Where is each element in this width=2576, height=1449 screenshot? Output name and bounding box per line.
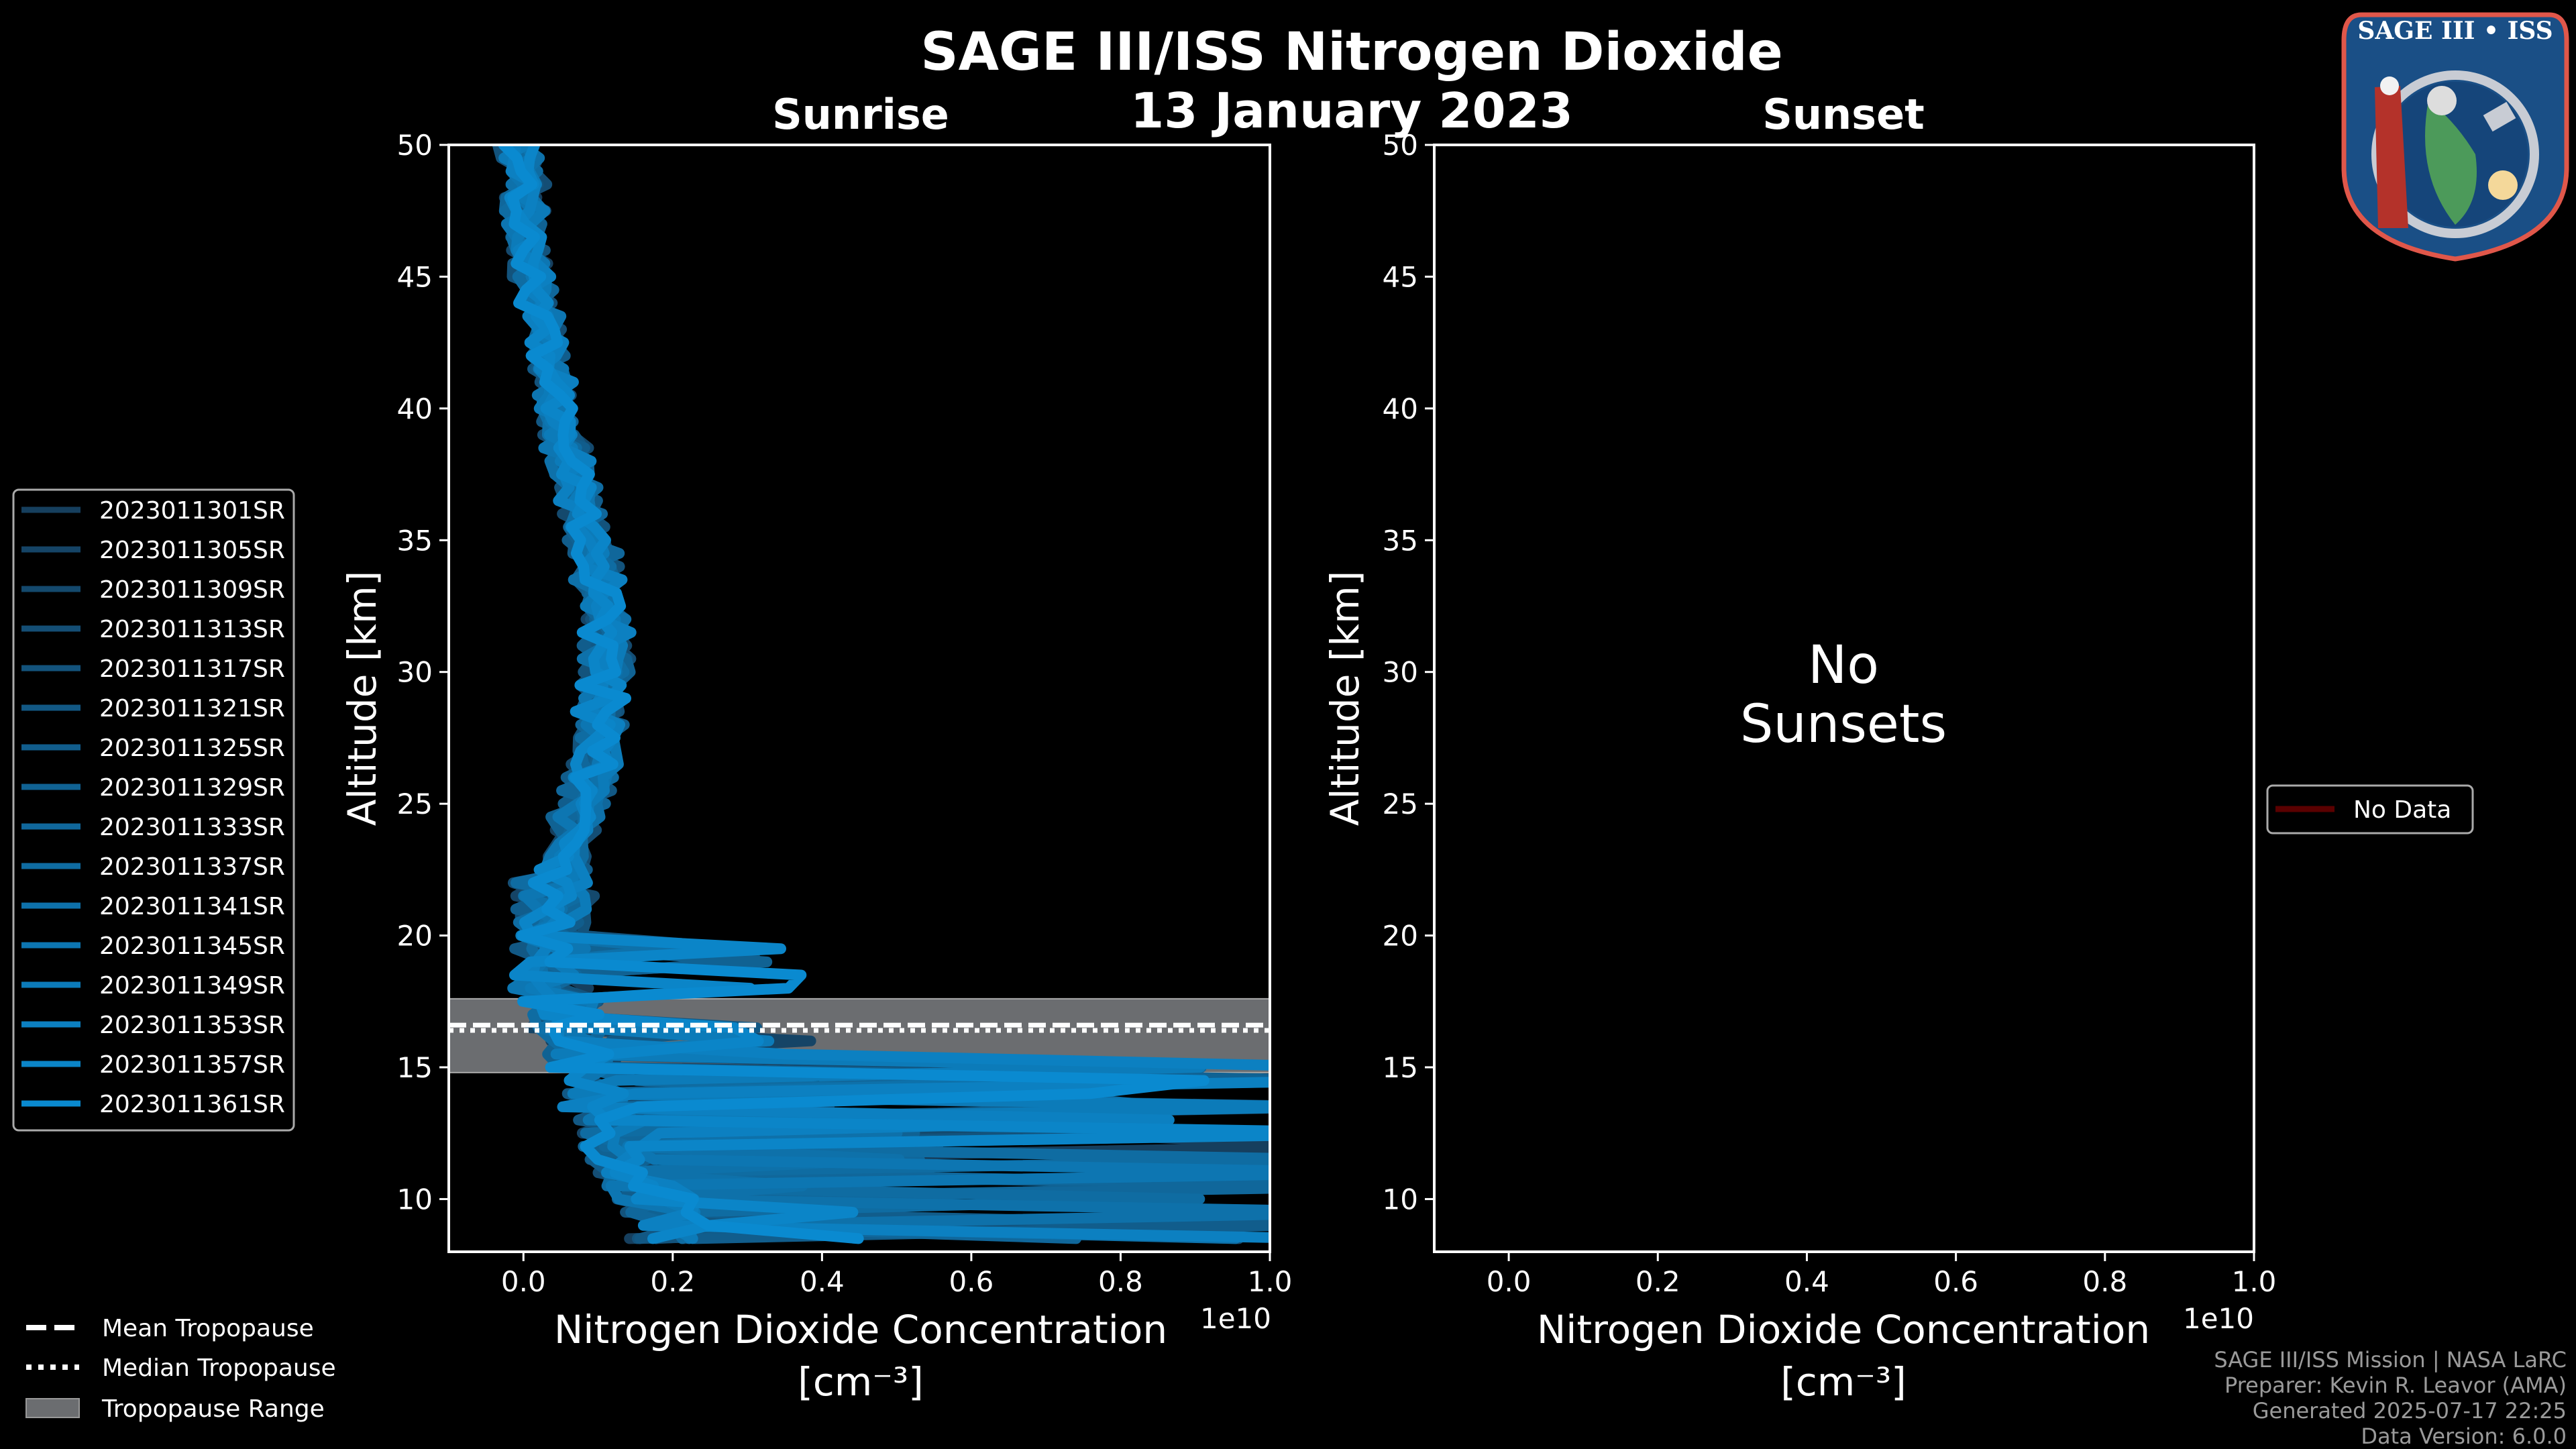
sunrise-x-tick-label: 0.6 xyxy=(949,1265,994,1298)
mean-tropopause-label: Mean Tropopause xyxy=(102,1315,314,1342)
profile-line-2023011361SR xyxy=(498,145,1210,1244)
sunset-x-tick-label: 1.0 xyxy=(2232,1265,2277,1298)
sunrise-axes-frame xyxy=(447,144,1271,1253)
sunset-y-tick-label: 40 xyxy=(1383,392,1418,425)
sunset-y-axis-label: Altitude [km] xyxy=(1322,571,1368,826)
sunrise-x-axis-unit: [cm⁻³] xyxy=(798,1359,924,1405)
sunset-x-tick-label: 0.8 xyxy=(2082,1265,2127,1298)
sunset-y-tick-label: 20 xyxy=(1383,920,1418,953)
sunset-x-tick-label: 0.0 xyxy=(1487,1265,1532,1298)
sunrise-y-tick-label: 20 xyxy=(397,920,433,953)
sunset-y-tick-label: 30 xyxy=(1383,656,1418,689)
sunrise-plot: 0.0 0.2 0.4 0.6 0.8 1.0 10 15 20 25 30 35 40 45 50 Alt… xyxy=(339,129,1293,1405)
no-data-label: No Data xyxy=(2353,796,2451,824)
sunset-ticks: 0.0 0.2 0.4 0.6 0.8 1.0 10 15 20 25 30 35 40 45 50 xyxy=(1383,129,2277,1298)
sunrise-x-tick-label: 0.8 xyxy=(1098,1265,1143,1298)
legend-item-label: 2023011337SR xyxy=(99,853,285,881)
sage-iii-iss-logo: SAGE III • ISS xyxy=(2341,12,2569,262)
tropopause-lines xyxy=(449,1022,1270,1033)
legend-item-label: 2023011309SR xyxy=(99,576,285,604)
no-sunsets-annotation-line2: Sunsets xyxy=(1740,694,1947,755)
legend-item-label: 2023011317SR xyxy=(99,655,285,683)
sunrise-y-tick-label: 50 xyxy=(397,129,433,162)
sunset-y-tick-label: 25 xyxy=(1383,788,1418,820)
legend-item-label: 2023011353SR xyxy=(99,1012,285,1039)
sunset-x-tick-label: 0.6 xyxy=(1933,1265,1978,1298)
sunrise-y-tick-label: 40 xyxy=(397,392,433,425)
sunrise-x-tick-label: 0.4 xyxy=(800,1265,845,1298)
profile-lines xyxy=(492,145,1270,1244)
sunrise-x-tick-label: 1.0 xyxy=(1248,1265,1293,1298)
sunset-x-tick-label: 0.2 xyxy=(1635,1265,1680,1298)
sunrise-x-axis-label: Nitrogen Dioxide Concentration xyxy=(554,1307,1167,1352)
footer-version: Data Version: 6.0.0 xyxy=(2361,1424,2567,1449)
sunrise-y-tick-label: 30 xyxy=(397,656,433,689)
chart-date: 13 January 2023 xyxy=(1130,83,1573,139)
legend-item-label: 2023011329SR xyxy=(99,774,285,802)
legend-item-label: 2023011321SR xyxy=(99,695,285,722)
tropopause-range-label: Tropopause Range xyxy=(101,1395,325,1423)
legend-item-label: 2023011345SR xyxy=(99,932,285,960)
sunset-y-tick-label: 10 xyxy=(1383,1183,1418,1216)
sunrise-x-tick-label: 0.0 xyxy=(501,1265,546,1298)
sunset-y-tick-label: 35 xyxy=(1383,524,1418,557)
sunrise-x-tick-label: 0.2 xyxy=(650,1265,695,1298)
series-legend: 2023011301SR 2023011305SR 2023011309SR 2023… xyxy=(12,488,295,1132)
sunrise-y-tick-label: 45 xyxy=(397,260,433,293)
sunset-plot: 0.0 0.2 0.4 0.6 0.8 1.0 10 15 20 25 30 35 40 45 50 Alt… xyxy=(1322,129,2276,1405)
sunrise-ticks: 0.0 0.2 0.4 0.6 0.8 1.0 10 15 20 25 30 35 40 45 50 xyxy=(397,129,1293,1298)
legend-item-label: 2023011361SR xyxy=(99,1091,285,1118)
sunrise-panel-title: Sunrise xyxy=(772,90,949,139)
no-sunsets-annotation-line1: No xyxy=(1808,635,1879,696)
sunset-y-tick-label: 45 xyxy=(1383,260,1418,293)
median-tropopause-label: Median Tropopause xyxy=(102,1354,336,1382)
sunrise-x-offset-label: 1e10 xyxy=(1200,1302,1271,1335)
footer-mission: SAGE III/ISS Mission | NASA LaRC xyxy=(2214,1347,2567,1373)
sunrise-y-tick-label: 15 xyxy=(397,1051,433,1084)
legend-item-label: 2023011349SR xyxy=(99,972,285,1000)
footer-generated: Generated 2025-07-17 22:25 xyxy=(2253,1398,2567,1424)
sunset-x-offset-label: 1e10 xyxy=(2183,1302,2254,1335)
legend-item-label: 2023011313SR xyxy=(99,616,285,643)
legend-item-label: 2023011305SR xyxy=(99,537,285,564)
footer-credits: SAGE III/ISS Mission | NASA LaRC Prepare… xyxy=(2214,1347,2567,1449)
footer-preparer: Preparer: Kevin R. Leavor (AMA) xyxy=(2224,1373,2567,1398)
tropopause-range-swatch xyxy=(25,1398,80,1418)
legend-item-label: 2023011333SR xyxy=(99,814,285,841)
sunset-panel-title: Sunset xyxy=(1762,90,1925,139)
sunset-x-tick-label: 0.4 xyxy=(1784,1265,1829,1298)
legend-item-label: 2023011357SR xyxy=(99,1051,285,1079)
legend-item-label: 2023011341SR xyxy=(99,893,285,920)
sunrise-y-tick-label: 35 xyxy=(397,524,433,557)
sunset-legend: No Data xyxy=(2266,784,2474,835)
svg-text:SAGE III • ISS: SAGE III • ISS xyxy=(2357,17,2553,45)
sunset-x-axis-unit: [cm⁻³] xyxy=(1780,1359,1907,1405)
tropopause-legend: Mean Tropopause Median Tropopause Tropop… xyxy=(25,1315,336,1423)
sunrise-y-tick-label: 10 xyxy=(397,1183,433,1216)
legend-item-label: 2023011301SR xyxy=(99,497,285,525)
legend-item-label: 2023011325SR xyxy=(99,735,285,762)
sunrise-y-tick-label: 25 xyxy=(397,788,433,820)
sunset-y-tick-label: 15 xyxy=(1383,1051,1418,1084)
sunset-x-axis-label: Nitrogen Dioxide Concentration xyxy=(1537,1307,2150,1352)
sunset-y-tick-label: 50 xyxy=(1383,129,1418,162)
chart-title: SAGE III/ISS Nitrogen Dioxide xyxy=(920,22,1782,83)
sunrise-y-axis-label: Altitude [km] xyxy=(339,571,385,826)
sunset-axes-frame xyxy=(1433,144,2255,1253)
